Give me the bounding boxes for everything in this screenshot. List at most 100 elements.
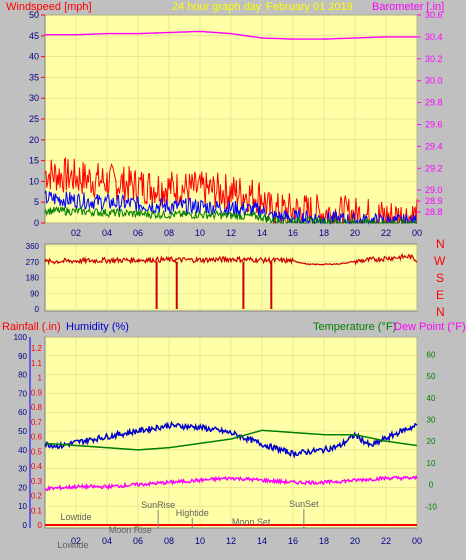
humidity-y-tick-label: 20 — [18, 483, 27, 492]
compass-w: W — [434, 254, 446, 268]
temperature-y-tick-label: 40 — [427, 394, 436, 403]
temperature-axis-label: Temperature (°F) — [313, 321, 396, 333]
wind-y-tick-label: 5 — [34, 197, 39, 207]
humidity-y-tick-label: 50 — [18, 427, 27, 436]
humidity-x-tick-label: 10 — [195, 536, 205, 546]
barometer-y-tick-label: 29.0 — [425, 185, 443, 195]
direction-y-tick-label: 180 — [26, 274, 40, 283]
rainfall-y-tick-label: 0.4 — [31, 462, 43, 471]
humidity-x-tick-label: 22 — [381, 536, 391, 546]
barometer-axis-label: Barometer [.in] — [372, 1, 444, 13]
barometer-y-tick-label: 29.8 — [425, 98, 443, 108]
rainfall-y-tick-label: 1.2 — [31, 344, 43, 353]
wind-y-tick-label: 40 — [29, 52, 39, 62]
dewpoint-line — [44, 474, 418, 492]
astro-label: Moon Set — [232, 517, 271, 527]
humidity-y-tick-label: 100 — [14, 333, 28, 342]
humidity-axis-label: Humidity (%) — [66, 321, 129, 333]
humidity-x-tick-label: 12 — [226, 536, 236, 546]
wind-y-tick-label: 0 — [34, 218, 39, 228]
rainfall-y-tick-label: 0.9 — [31, 388, 43, 397]
wind-x-tick-label: 02 — [71, 228, 81, 238]
astro-label: SunRise — [141, 500, 175, 510]
temperature-line — [45, 429, 418, 451]
barometer-y-tick-label: 29.4 — [425, 141, 443, 151]
barometer-y-tick-label: 30.0 — [425, 76, 443, 86]
humidity-y-tick-label: 60 — [18, 408, 27, 417]
wind-x-tick-label: 14 — [257, 228, 267, 238]
rainfall-y-tick-label: 0.5 — [31, 447, 43, 456]
humidity-y-tick-label: 70 — [18, 389, 27, 398]
barometer-y-tick-label: 29.2 — [425, 163, 443, 173]
rainfall-y-tick-label: 0.8 — [31, 403, 43, 412]
wind-x-tick-label: 22 — [381, 228, 391, 238]
windspeed-axis-label: Windspeed [mph] — [6, 1, 92, 13]
temperature-y-tick-label: -10 — [425, 502, 437, 511]
temperature-y-tick-label: 10 — [427, 459, 436, 468]
humidity-x-tick-label: 08 — [164, 536, 174, 546]
humidity-y-tick-label: 10 — [18, 502, 27, 511]
humidity-x-tick-label: 06 — [133, 536, 143, 546]
wind-series-wind-low — [44, 206, 417, 225]
rainfall-y-tick-label: 0.1 — [31, 506, 43, 515]
compass-s: S — [436, 271, 444, 285]
rainfall-y-tick-label: 0.6 — [31, 433, 43, 442]
direction-y-tick-label: 90 — [30, 289, 39, 298]
humidity-y-tick-label: 40 — [18, 446, 27, 455]
wind-x-tick-label: 20 — [350, 228, 360, 238]
wind-y-tick-label: 35 — [29, 72, 39, 82]
temperature-y-tick-label: 20 — [427, 437, 436, 446]
compass-n-top: N — [436, 237, 445, 251]
direction-y-tick-label: 360 — [26, 242, 40, 251]
wind-y-tick-label: 50 — [29, 10, 39, 20]
rainfall-y-tick-label: 0.2 — [31, 492, 43, 501]
humidity-y-tick-label: 30 — [18, 465, 27, 474]
direction-y-tick-label: 0 — [35, 305, 40, 314]
wind-y-tick-label: 25 — [29, 114, 39, 124]
compass-e: E — [436, 288, 444, 302]
barometer-y-tick-label: 28.9 — [425, 196, 443, 206]
humidity-x-tick-label: 14 — [257, 536, 267, 546]
humidity-x-tick-label: 00 — [412, 536, 422, 546]
barometer-y-tick-label: 30.4 — [425, 32, 443, 42]
astro-label: Moon Rise — [109, 525, 152, 535]
humidity-y-tick-label: 90 — [18, 352, 27, 361]
wind-x-tick-label: 08 — [164, 228, 174, 238]
compass-n-bottom: N — [436, 305, 445, 319]
wind-x-tick-label: 04 — [102, 228, 112, 238]
wind-x-tick-label: 18 — [319, 228, 329, 238]
rainfall-y-tick-label: 1 — [38, 374, 43, 383]
astro-label: Lowtide — [57, 540, 88, 550]
humidity-x-tick-label: 02 — [71, 536, 81, 546]
direction-line — [44, 252, 418, 266]
rainfall-y-tick-label: 1.1 — [31, 359, 43, 368]
barometer-y-tick-label: 30.6 — [425, 10, 443, 20]
wind-x-tick-label: 10 — [195, 228, 205, 238]
chart-title: 24 hour graph day — [172, 1, 262, 13]
astro-label: SunSet — [289, 499, 319, 509]
temperature-y-tick-label: 0 — [429, 481, 434, 490]
rainfall-y-tick-label: 0 — [38, 521, 43, 530]
wind-y-tick-label: 10 — [29, 176, 39, 186]
wind-x-tick-label: 00 — [412, 228, 422, 238]
wind-x-tick-label: 16 — [288, 228, 298, 238]
humidity-x-tick-label: 04 — [102, 536, 112, 546]
astro-label: Lowtide — [60, 512, 91, 522]
humidity-y-tick-label: 80 — [18, 371, 27, 380]
wind-x-tick-label: 12 — [226, 228, 236, 238]
humidity-x-tick-label: 16 — [288, 536, 298, 546]
rainfall-y-tick-label: 0.3 — [31, 477, 43, 486]
barometer-y-tick-label: 30.2 — [425, 54, 443, 64]
temperature-y-tick-label: 30 — [427, 415, 436, 424]
wind-y-tick-label: 30 — [29, 93, 39, 103]
barometer-y-tick-label: 28.8 — [425, 207, 443, 217]
temperature-y-tick-label: 60 — [427, 350, 436, 359]
wind-y-tick-label: 20 — [29, 135, 39, 145]
barometer-line — [45, 30, 417, 40]
wind-x-tick-label: 06 — [133, 228, 143, 238]
humidity-x-tick-label: 20 — [350, 536, 360, 546]
direction-y-tick-label: 270 — [26, 258, 40, 267]
humidity-x-tick-label: 18 — [319, 536, 329, 546]
